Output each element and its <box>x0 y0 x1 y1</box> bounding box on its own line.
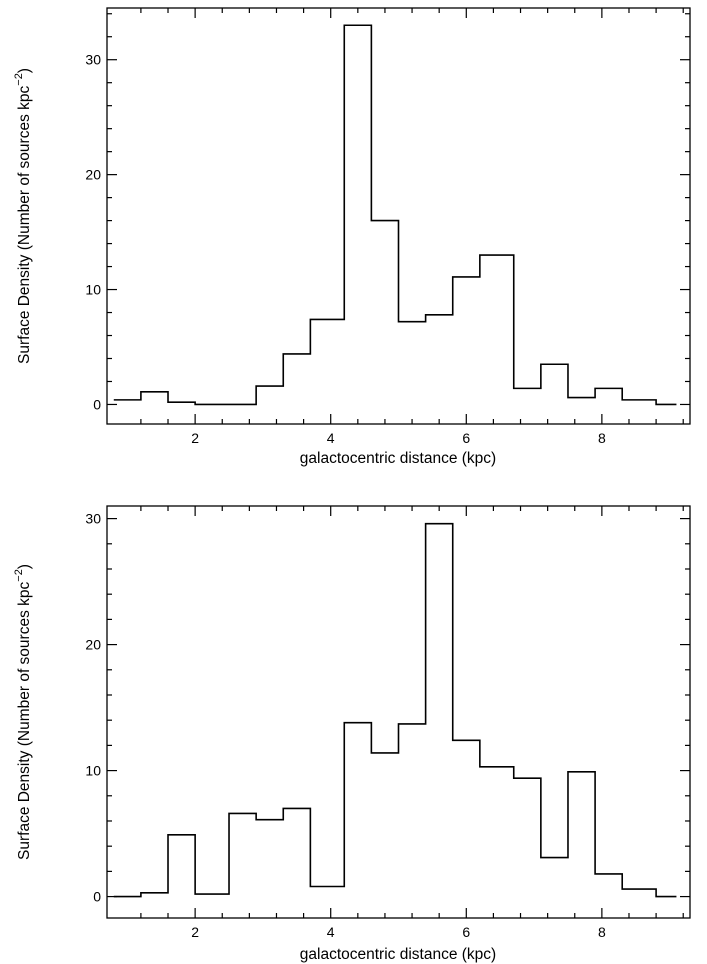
top-plot-frame <box>106 7 691 425</box>
top-y-tick-label: 20 <box>85 167 101 183</box>
bottom-x-axis-label: galactocentric distance (kpc) <box>300 946 496 963</box>
bottom-ticks <box>107 506 690 918</box>
bottom-y-tick-label: 0 <box>93 889 101 905</box>
bottom-histogram-line <box>113 522 677 898</box>
top-y-tick-label: 0 <box>93 396 101 412</box>
top-histogram-line <box>113 24 677 406</box>
bottom-x-tick-labels: 2 4 6 8 <box>191 924 606 940</box>
bottom-histogram-panel: 0 10 20 30 2 4 6 8 galactocentric distance (kp… <box>13 505 691 963</box>
top-x-tick-label: 4 <box>327 430 335 446</box>
top-x-tick-label: 8 <box>598 430 606 446</box>
top-y-axis-label: Surface Density (Number of sources kpc−2… <box>13 68 33 364</box>
top-y-tick-labels: 0 10 20 30 <box>85 52 101 413</box>
bottom-x-tick-label: 4 <box>327 924 335 940</box>
bottom-y-tick-label: 20 <box>85 637 101 653</box>
bottom-x-tick-label: 2 <box>191 924 199 940</box>
bottom-x-tick-label: 6 <box>462 924 470 940</box>
bottom-plot-frame <box>106 505 691 919</box>
top-x-tick-labels: 2 4 6 8 <box>191 430 606 446</box>
top-x-tick-label: 6 <box>462 430 470 446</box>
bottom-y-tick-label: 10 <box>85 763 101 779</box>
top-x-axis-label: galactocentric distance (kpc) <box>300 450 496 467</box>
top-y-tick-label: 10 <box>85 282 101 298</box>
top-y-tick-label: 30 <box>85 52 101 68</box>
bottom-x-tick-label: 8 <box>598 924 606 940</box>
top-ticks <box>107 8 690 424</box>
top-histogram-panel: 0 10 20 30 2 4 6 8 galactocentric distance (kp… <box>13 7 691 467</box>
top-x-tick-label: 2 <box>191 430 199 446</box>
bottom-y-tick-label: 30 <box>85 511 101 527</box>
bottom-y-tick-labels: 0 10 20 30 <box>85 511 101 905</box>
bottom-y-axis-label: Surface Density (Number of sources kpc−2… <box>13 564 33 860</box>
